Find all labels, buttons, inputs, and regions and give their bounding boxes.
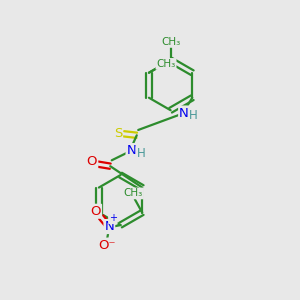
Text: O⁻: O⁻ [98, 238, 116, 252]
Text: H: H [189, 110, 198, 122]
Text: O: O [91, 205, 101, 218]
Text: N: N [127, 144, 136, 157]
Text: CH₃: CH₃ [161, 37, 180, 47]
Text: CH₃: CH₃ [124, 188, 143, 198]
Text: CH₃: CH₃ [156, 59, 176, 69]
Text: N: N [179, 106, 189, 119]
Text: N: N [104, 220, 114, 233]
Text: S: S [114, 127, 122, 140]
Text: +: + [109, 213, 117, 223]
Text: H: H [136, 147, 145, 160]
Text: O: O [87, 155, 97, 168]
